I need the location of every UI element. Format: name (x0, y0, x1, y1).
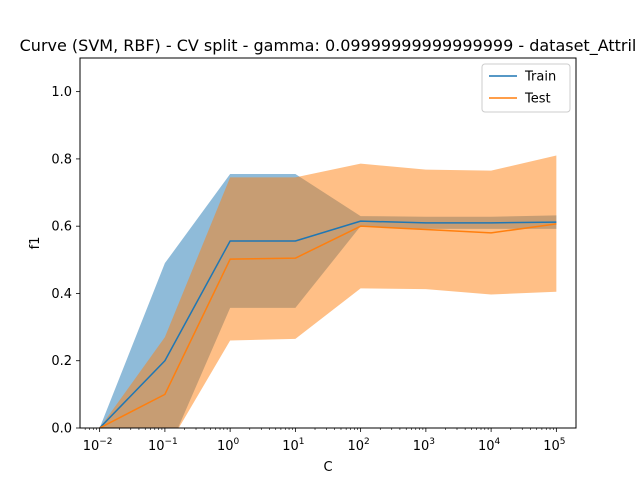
x-axis-label: C (323, 460, 332, 475)
y-axis-label: f1 (28, 237, 43, 250)
series-line-test (99, 223, 557, 428)
band-test (99, 155, 557, 428)
x-tick-label: 103 (413, 437, 435, 454)
legend-label-test: Test (524, 92, 551, 107)
x-tick-label: 10−1 (148, 437, 178, 454)
y-tick-label: 0.6 (51, 220, 72, 235)
x-tick-label: 101 (282, 437, 304, 454)
chart-title: Curve (SVM, RBF) - CV split - gamma: 0.0… (20, 36, 637, 56)
y-axis-ticks: 0.0 0.2 0.4 0.6 0.8 1.0 (51, 85, 80, 437)
y-tick-label: 0.8 (51, 152, 72, 167)
plot-frame (79, 57, 577, 429)
x-tick-label: 105 (543, 437, 565, 454)
x-tick-label: 10−2 (83, 437, 113, 454)
y-tick-label: 0.0 (51, 422, 72, 437)
y-tick-label: 0.2 (51, 354, 72, 369)
x-tick-label: 100 (217, 437, 240, 454)
legend: Train Test (481, 63, 571, 113)
y-tick-label: 1.0 (51, 85, 72, 100)
legend-label-train: Train (524, 70, 556, 85)
x-tick-label: 102 (347, 437, 369, 454)
x-tick-label: 104 (478, 437, 501, 454)
confidence-bands (99, 155, 557, 428)
series-lines (99, 220, 557, 428)
y-tick-label: 0.4 (51, 287, 72, 302)
series-line-train (99, 220, 557, 428)
x-axis-ticks: 10−2 10−1 100 101 102 103 104 105 (83, 428, 565, 454)
